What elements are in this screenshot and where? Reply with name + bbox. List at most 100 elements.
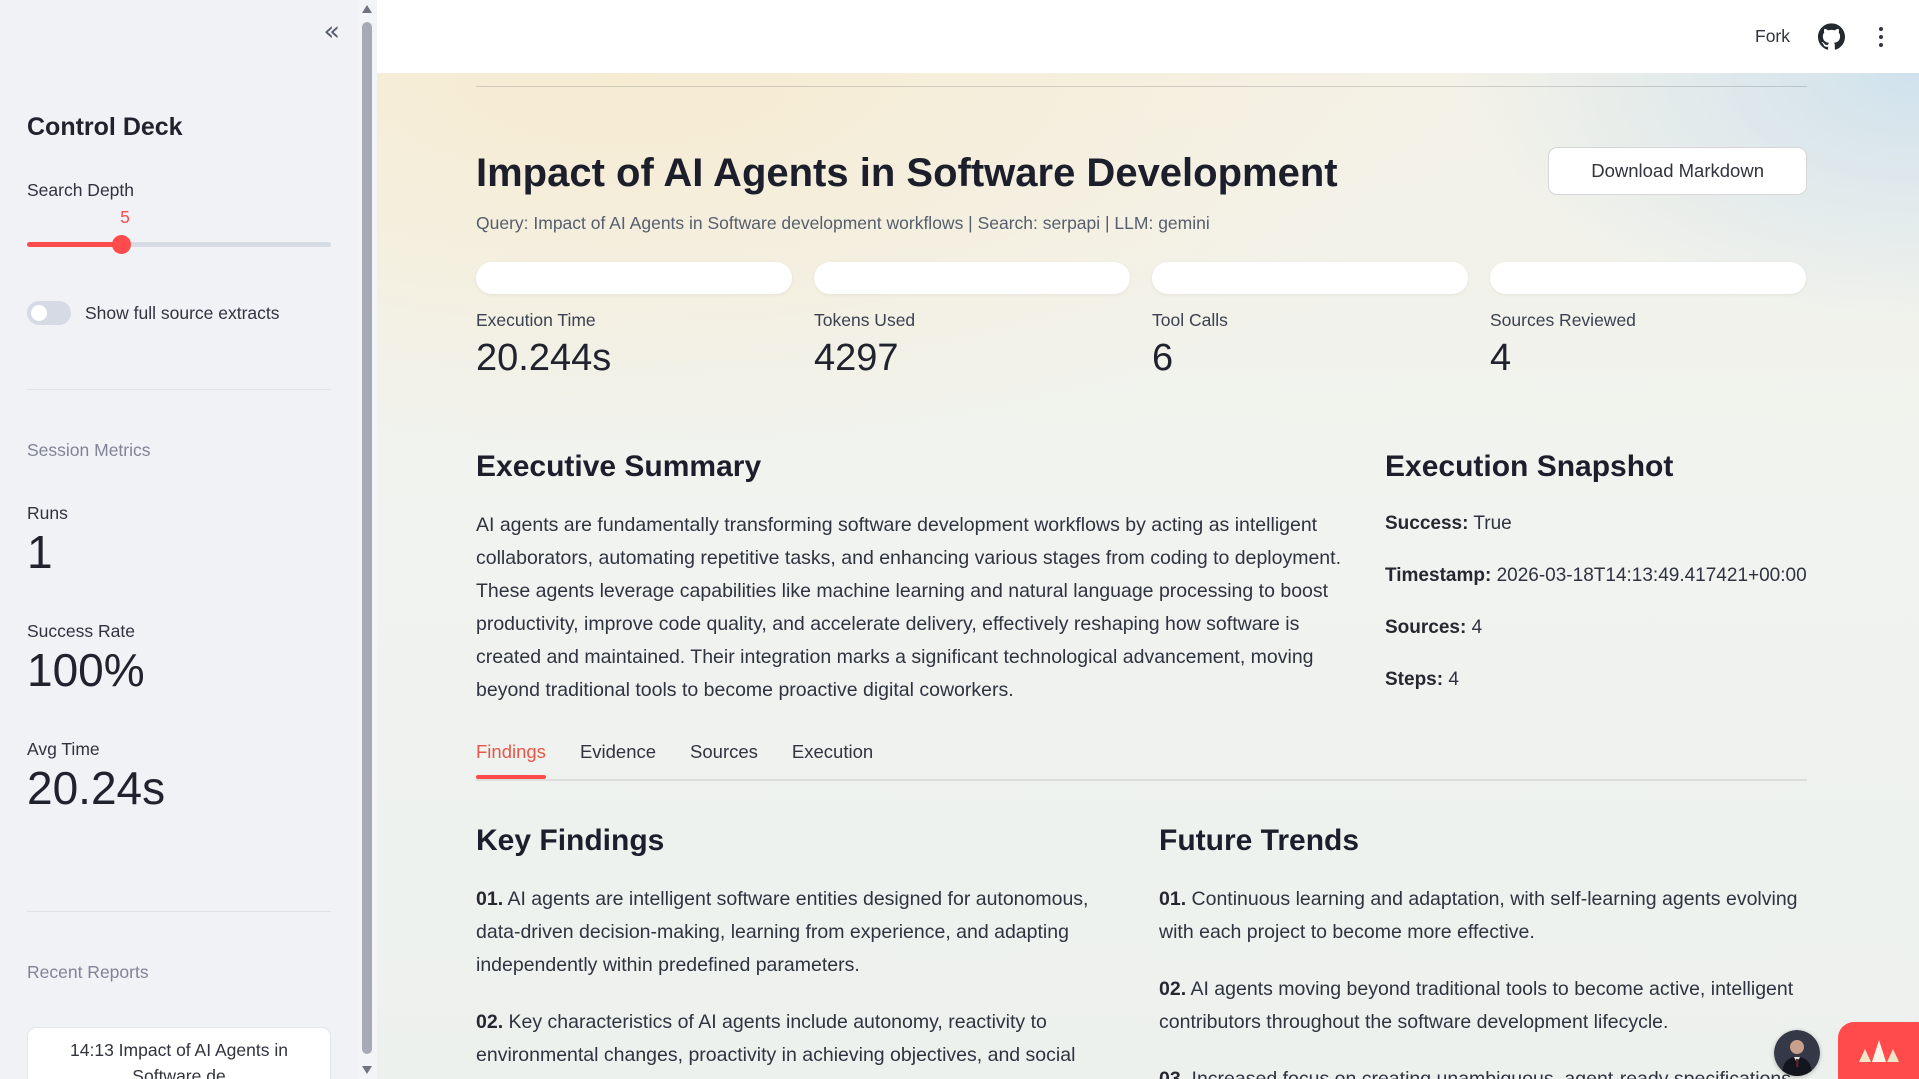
- execution-snapshot-section: Execution Snapshot Success: True Timesta…: [1385, 447, 1807, 707]
- snapshot-steps: Steps: 4: [1385, 669, 1807, 691]
- trend-text: Increased focus on creating unambiguous,…: [1191, 1067, 1791, 1079]
- toggle-label: Show full source extracts: [85, 302, 280, 323]
- slider-thumb[interactable]: [112, 235, 131, 254]
- execution-snapshot-heading: Execution Snapshot: [1385, 449, 1674, 483]
- metric-card-execution-time: Execution Time 20.244s: [476, 262, 792, 383]
- sidebar-divider: [27, 389, 331, 390]
- metric-label: Execution Time: [476, 310, 596, 330]
- source-extracts-toggle-row: Show full source extracts: [27, 301, 331, 325]
- executive-summary-section: Executive Summary AI agents are fundamen…: [476, 447, 1345, 707]
- slider-fill: [27, 242, 120, 247]
- search-depth-value: 5: [120, 207, 130, 227]
- recent-reports-heading: Recent Reports: [27, 961, 149, 982]
- search-depth-slider[interactable]: 5: [27, 207, 331, 254]
- key-findings-section: Key Findings 01. AI agents are intellige…: [476, 821, 1124, 1079]
- download-markdown-button[interactable]: Download Markdown: [1548, 147, 1807, 195]
- report-content: Impact of AI Agents in Software Developm…: [377, 73, 1919, 1079]
- finding-number: 02.: [476, 1010, 504, 1033]
- executive-summary-heading: Executive Summary: [476, 449, 762, 483]
- metric-pill: [476, 262, 792, 294]
- tab-findings[interactable]: Findings: [476, 741, 546, 779]
- main-area: Fork Impact of AI Agents in Software Dev…: [377, 0, 1919, 1079]
- scrollbar-thumb[interactable]: [362, 22, 372, 1054]
- metric-avg-time-label: Avg Time: [27, 738, 100, 759]
- finding-text: AI agents are intelligent software entit…: [476, 887, 1089, 976]
- tab-sources[interactable]: Sources: [690, 740, 758, 762]
- toggle-knob: [31, 305, 47, 321]
- search-depth-label: Search Depth: [27, 180, 135, 200]
- executive-summary-body: AI agents are fundamentally transforming…: [476, 513, 1341, 701]
- metric-label: Tokens Used: [814, 310, 916, 330]
- metric-label: Tool Calls: [1152, 310, 1228, 330]
- metric-runs-value: 1: [27, 526, 53, 578]
- snapshot-success: Success: True: [1385, 513, 1807, 535]
- github-icon[interactable]: [1818, 23, 1845, 50]
- field-label: Sources:: [1385, 616, 1467, 638]
- sidebar-title: Control Deck: [27, 113, 183, 141]
- metric-success-rate-value: 100%: [27, 643, 145, 696]
- trend-item: 02. AI agents moving beyond traditional …: [1159, 973, 1807, 1039]
- finding-text: Key characteristics of AI agents include…: [476, 1010, 1076, 1079]
- streamlit-badge[interactable]: [1838, 1022, 1919, 1079]
- metric-success-rate-label: Success Rate: [27, 620, 135, 641]
- slider-track[interactable]: [27, 242, 331, 247]
- trend-number: 03.: [1159, 1067, 1187, 1079]
- snapshot-sources: Sources: 4: [1385, 617, 1807, 639]
- streamlit-boat-icon: [1858, 1039, 1899, 1062]
- fork-button[interactable]: Fork: [1755, 26, 1790, 46]
- report-meta: Query: Impact of AI Agents in Software d…: [476, 213, 1210, 233]
- metric-pill: [1152, 262, 1468, 294]
- metric-value: 4: [1490, 337, 1512, 379]
- toggle-switch[interactable]: [27, 301, 71, 325]
- metric-value: 4297: [814, 337, 899, 379]
- scroll-up-arrow-icon[interactable]: [362, 5, 372, 13]
- future-trends-heading: Future Trends: [1159, 823, 1360, 857]
- trend-item: 01. Continuous learning and adaptation, …: [1159, 883, 1807, 949]
- sidebar-divider: [27, 910, 331, 912]
- metric-card-tokens-used: Tokens Used 4297: [814, 262, 1130, 383]
- trend-number: 01.: [1159, 887, 1187, 910]
- tab-execution[interactable]: Execution: [791, 740, 874, 762]
- scroll-down-arrow-icon[interactable]: [362, 1066, 372, 1074]
- content-top-divider: [476, 86, 1807, 87]
- session-metrics-heading: Session Metrics: [27, 440, 151, 460]
- recent-report-button[interactable]: 14:13 Impact of AI Agents in Software de: [27, 1026, 331, 1079]
- sidebar-collapse-icon[interactable]: «: [323, 16, 340, 47]
- trend-text: Continuous learning and adaptation, with…: [1159, 887, 1798, 943]
- field-value: 2026-03-18T14:13:49.417421+00:00: [1496, 564, 1807, 586]
- field-label: Success:: [1385, 512, 1469, 534]
- metric-runs-label: Runs: [27, 503, 68, 523]
- tabs-baseline: [476, 778, 1807, 781]
- sidebar: « Control Deck Search Depth 5 Show full …: [0, 0, 358, 1079]
- field-label: Timestamp:: [1385, 564, 1492, 586]
- app-toolbar: Fork: [377, 0, 1919, 73]
- future-trends-section: Future Trends 01. Continuous learning an…: [1159, 821, 1807, 1079]
- trend-number: 02.: [1159, 977, 1187, 1000]
- metric-pill: [1490, 262, 1806, 294]
- metric-pill: [814, 262, 1130, 294]
- page-title: Impact of AI Agents in Software Developm…: [476, 151, 1338, 195]
- field-value: 4: [1448, 668, 1459, 690]
- overflow-menu-icon[interactable]: [1873, 23, 1889, 51]
- report-tabs: Findings Evidence Sources Execution: [476, 741, 1807, 781]
- field-value: True: [1473, 512, 1512, 534]
- field-label: Steps:: [1385, 668, 1444, 690]
- finding-item: 02. Key characteristics of AI agents inc…: [476, 1006, 1124, 1079]
- trend-text: AI agents moving beyond traditional tool…: [1159, 977, 1794, 1033]
- tab-evidence[interactable]: Evidence: [579, 740, 657, 762]
- metric-avg-time-value: 20.24s: [27, 761, 166, 814]
- sidebar-scrollbar[interactable]: [358, 0, 377, 1079]
- snapshot-timestamp: Timestamp: 2026-03-18T14:13:49.417421+00…: [1385, 565, 1807, 587]
- field-value: 4: [1471, 616, 1483, 638]
- metric-card-tool-calls: Tool Calls 6: [1152, 262, 1468, 383]
- key-findings-heading: Key Findings: [476, 823, 665, 857]
- finding-number: 01.: [476, 887, 504, 910]
- metric-value: 6: [1152, 337, 1174, 379]
- metric-cards: Execution Time 20.244s Tokens Used 4297 …: [476, 262, 1807, 383]
- metric-card-sources-reviewed: Sources Reviewed 4: [1490, 262, 1806, 383]
- finding-item: 01. AI agents are intelligent software e…: [476, 883, 1124, 982]
- metric-label: Sources Reviewed: [1490, 310, 1636, 330]
- metric-value: 20.244s: [476, 337, 612, 379]
- profile-avatar[interactable]: [1774, 1030, 1820, 1076]
